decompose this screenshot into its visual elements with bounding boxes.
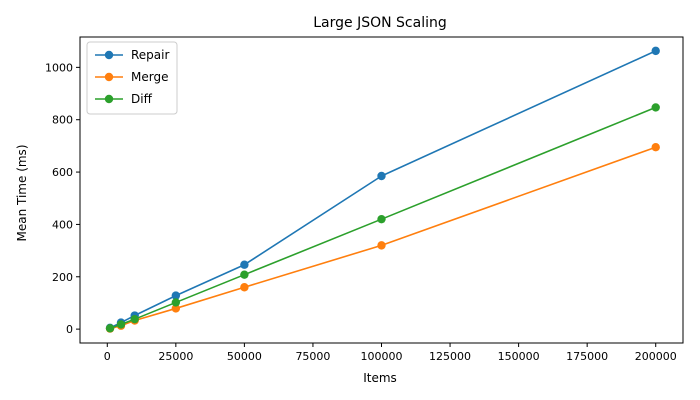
- legend-marker-diff: [104, 94, 114, 104]
- data-point-repair: [240, 260, 249, 269]
- data-point-diff: [105, 324, 115, 333]
- data-point-diff: [240, 270, 249, 279]
- y-tick-label: 800: [52, 114, 73, 127]
- data-point-diff: [130, 314, 139, 324]
- y-tick-label: 0: [66, 323, 73, 336]
- x-tick-label: 50000: [227, 350, 262, 363]
- y-axis-label: Mean Time (ms): [15, 145, 29, 242]
- legend-marker-repair: [104, 50, 114, 60]
- y-tick-label: 400: [52, 218, 73, 231]
- data-point-merge: [240, 283, 249, 292]
- x-tick-label: 125000: [429, 350, 471, 363]
- y-tick-label: 600: [52, 166, 73, 179]
- legend-label-diff: Diff: [131, 92, 153, 106]
- data-point-repair: [171, 291, 181, 300]
- legend-label-repair: Repair: [131, 48, 169, 62]
- x-tick-label: 175000: [566, 350, 608, 363]
- data-point-repair: [377, 171, 386, 181]
- data-point-diff: [651, 103, 660, 112]
- data-point-diff: [377, 214, 386, 224]
- x-tick-label: 75000: [295, 350, 330, 363]
- data-point-diff: [116, 320, 126, 329]
- legend: Repair Merge Diff: [86, 41, 178, 115]
- data-point-repair: [651, 46, 660, 56]
- series-line-repair: [109, 50, 657, 329]
- legend-marker-merge: [104, 72, 114, 82]
- data-point-merge: [171, 304, 181, 313]
- data-point-diff: [171, 298, 181, 307]
- x-tick-label: 200000: [635, 350, 677, 363]
- y-tick-label: 200: [52, 271, 73, 284]
- chart-title: Large JSON Scaling: [313, 15, 447, 31]
- y-tick-label: 1000: [45, 61, 73, 74]
- x-tick-label: 25000: [158, 350, 193, 363]
- data-point-merge: [651, 143, 660, 152]
- x-tick-label: 100000: [361, 350, 403, 363]
- plot-area: 0 25000 50000 75000 100000 125000 150000 175000…: [45, 36, 684, 363]
- x-axis-label: Items: [363, 371, 397, 385]
- legend-label-merge: Merge: [131, 70, 168, 84]
- data-point-merge: [377, 241, 386, 250]
- x-tick-label: 0: [104, 350, 111, 363]
- x-tick-label: 150000: [498, 350, 540, 363]
